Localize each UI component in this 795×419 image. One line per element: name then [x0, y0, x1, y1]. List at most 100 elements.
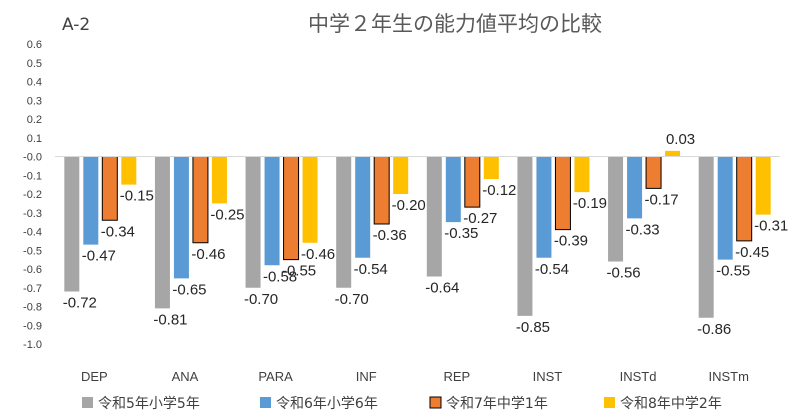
y-tick-label: 0.2: [27, 114, 42, 126]
legend-swatch: [429, 396, 442, 409]
category-label: INF: [356, 369, 377, 384]
data-label: -0.70: [335, 291, 369, 308]
data-label: -0.34: [101, 223, 135, 240]
data-label: -0.17: [644, 191, 678, 208]
bar: [373, 156, 390, 225]
data-label: -0.64: [425, 280, 459, 297]
y-tick-label: -0.3: [23, 208, 42, 220]
bar: [302, 156, 318, 243]
bar: [698, 156, 714, 318]
y-axis-ticks: 0.6 0.5 0.4 0.3 0.2 0.1 -0.0 -0.1 -0.2 -0.3 -0.4 -0…: [23, 39, 42, 351]
y-tick-label: -0.4: [23, 227, 42, 239]
bar: [64, 156, 80, 292]
bar: [355, 156, 371, 258]
bar: [536, 156, 552, 258]
bars: [64, 150, 771, 318]
category-label: ANA: [172, 369, 199, 384]
category-label: REP: [443, 369, 470, 384]
y-tick-label: -0.7: [23, 283, 42, 295]
y-tick-label: -0.9: [23, 320, 42, 332]
data-label: -0.25: [210, 206, 244, 223]
legend-swatch: [260, 397, 271, 408]
data-label: -0.55: [716, 263, 750, 280]
bar: [736, 156, 753, 242]
y-tick-label: -0.8: [23, 302, 42, 314]
y-tick-label: 0.4: [27, 77, 42, 89]
data-label: -0.15: [120, 188, 154, 205]
bar: [517, 156, 533, 316]
bar: [608, 156, 624, 262]
data-label: -0.54: [354, 261, 388, 278]
data-label: -0.20: [392, 197, 426, 214]
data-label: -0.70: [244, 291, 278, 308]
data-label: -0.56: [606, 265, 640, 282]
legend-label: 令和6年小学6年: [276, 396, 378, 412]
legend-label: 令和7年中学1年: [446, 396, 548, 412]
data-label: -0.31: [754, 218, 788, 235]
data-label: -0.65: [172, 281, 206, 298]
bar: [645, 156, 662, 189]
data-label: -0.85: [516, 319, 550, 336]
y-tick-label: -1.0: [23, 339, 42, 351]
y-tick-label: 0.1: [27, 133, 42, 145]
legend-swatch: [82, 397, 93, 408]
chart-title: 中学２年生の能力値平均の比較: [308, 12, 602, 36]
bar: [154, 156, 170, 309]
bar: [627, 156, 643, 219]
bar: [445, 156, 461, 223]
data-label: -0.81: [153, 311, 187, 328]
data-label: -0.86: [697, 321, 731, 338]
bar: [336, 156, 352, 288]
data-label: -0.46: [191, 246, 225, 263]
data-label: -0.12: [482, 182, 516, 199]
data-label: -0.72: [63, 295, 97, 312]
data-label: 0.03: [666, 131, 695, 148]
data-label: -0.27: [463, 210, 497, 227]
bar: [173, 156, 189, 279]
bar: [283, 156, 300, 261]
bar: [554, 156, 571, 231]
category-label: INSTm: [708, 369, 748, 384]
y-tick-label: -0.6: [23, 264, 42, 276]
bar: [464, 156, 481, 208]
bar: [264, 156, 280, 266]
bar: [101, 156, 118, 221]
y-tick-label: -0.0: [23, 152, 42, 164]
y-tick-label: -0.1: [23, 170, 42, 182]
bar: [755, 156, 771, 215]
bar: [665, 150, 681, 157]
y-tick-label: -0.5: [23, 245, 42, 257]
bar: [83, 156, 99, 245]
y-tick-label: 0.3: [27, 95, 42, 107]
bar: [426, 156, 442, 277]
bar: [211, 156, 227, 204]
data-label: -0.46: [301, 246, 335, 263]
category-label: PARA: [258, 369, 293, 384]
data-label: -0.39: [554, 233, 588, 250]
data-label: -0.58: [263, 268, 297, 285]
data-label: -0.36: [373, 227, 407, 244]
data-label: -0.35: [444, 225, 478, 242]
category-label: INSTd: [620, 369, 657, 384]
category-label: INST: [533, 369, 563, 384]
data-label: -0.19: [573, 195, 607, 212]
data-label: -0.45: [735, 244, 769, 261]
bar: [574, 156, 590, 193]
legend-swatch: [604, 397, 615, 408]
bar: [717, 156, 733, 260]
category-label: DEP: [81, 369, 108, 384]
y-tick-label: 0.5: [27, 58, 42, 70]
legend-label: 令和5年小学5年: [98, 396, 200, 412]
bar: [393, 156, 409, 194]
data-labels: -0.72 -0.81 -0.70 -0.70 -0.64 -0.85 -0.56 -0.86…: [63, 131, 789, 338]
y-tick-label: 0.6: [27, 39, 42, 51]
data-label: -0.55: [282, 263, 316, 280]
legend: 令和5年小学5年 令和6年小学6年 令和7年中学1年 令和8年中学2年: [82, 396, 722, 412]
chart-corner-label: A-2: [62, 15, 90, 35]
data-label: -0.54: [535, 261, 569, 278]
bar: [483, 156, 499, 179]
category-labels: DEP ANA PARA INF REP INST INSTd INSTm: [81, 369, 749, 384]
bar: [245, 156, 261, 288]
